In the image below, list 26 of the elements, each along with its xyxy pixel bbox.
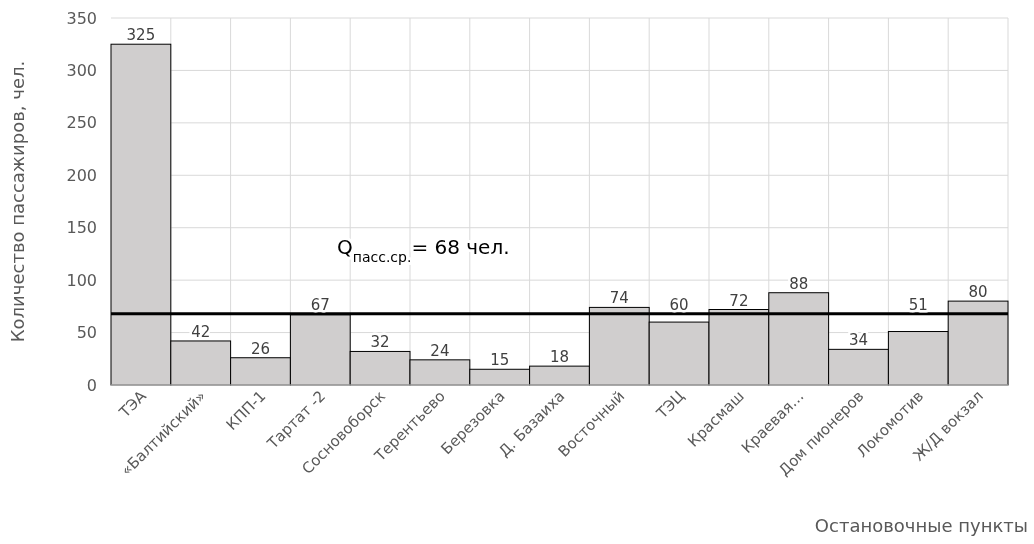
y-tick-label: 300 [66,61,97,81]
y-tick-label: 350 [66,8,97,28]
data-label: 15 [490,351,510,370]
y-tick-label: 250 [66,113,97,133]
x-axis-title: Остановочные пункты [814,515,1028,536]
data-label: 51 [908,295,928,314]
data-label: 26 [250,339,271,358]
y-axis-title: Количество пассажиров, чел. [7,60,28,343]
data-label: 72 [729,291,749,310]
data-label: 88 [789,274,809,293]
data-label: 24 [430,341,450,360]
data-label: 80 [968,283,988,302]
data-label: 32 [370,333,390,352]
data-label: 42 [191,322,211,341]
data-label: 60 [669,295,689,314]
y-tick-label: 100 [66,270,97,290]
y-tick-label: 0 [86,375,97,395]
data-label: 18 [549,348,570,367]
data-label: 67 [310,295,330,314]
ref-line-label: Q$_{пасс.ср.}$= 68 чел. [337,234,510,265]
y-tick-label: 150 [66,218,97,238]
y-tick-label: 200 [66,165,97,185]
y-tick-label: 50 [76,323,97,343]
data-label: 325 [126,26,156,45]
data-label: 74 [609,289,629,308]
data-label: 34 [848,331,869,350]
